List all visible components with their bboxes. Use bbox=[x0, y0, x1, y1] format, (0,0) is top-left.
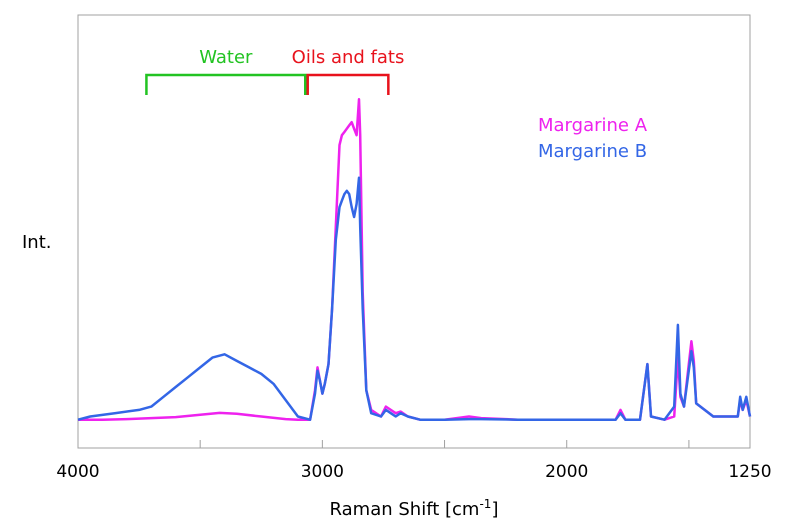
series-lines bbox=[77, 98, 752, 421]
legend-entry-margarine-b: Margarine B bbox=[538, 141, 647, 162]
x-tick-label: 2000 bbox=[545, 462, 588, 482]
series-line-margarine-a bbox=[78, 98, 752, 421]
x-axis-label-close: ] bbox=[491, 499, 498, 520]
x-tick-label: 1250 bbox=[728, 462, 771, 482]
annotation-label-oils-and-fats: Oils and fats bbox=[292, 47, 405, 68]
y-axis-label: Int. bbox=[22, 232, 52, 253]
x-axis-label: Raman Shift [cm-1] bbox=[330, 497, 499, 520]
x-tick-label: 3000 bbox=[301, 462, 344, 482]
x-axis-label-main: Raman Shift [cm bbox=[330, 499, 480, 520]
x-axis-tick-labels: 4000 3000 2000 1250 bbox=[56, 462, 771, 482]
region-annotations: Water Oils and fats bbox=[145, 47, 405, 95]
x-axis-ticks bbox=[77, 440, 751, 448]
x-tick-label: 4000 bbox=[56, 462, 99, 482]
legend-entry-margarine-a: Margarine A bbox=[538, 115, 648, 136]
series-line-margarine-b bbox=[77, 176, 752, 421]
x-axis-label-superscript: -1 bbox=[479, 497, 491, 511]
legend: Margarine A Margarine B bbox=[538, 115, 648, 162]
annotation-bracket-oils-and-fats bbox=[306, 73, 390, 95]
annotation-label-water: Water bbox=[199, 47, 253, 68]
annotation-bracket-water bbox=[145, 73, 307, 95]
plot-frame bbox=[77, 14, 751, 449]
